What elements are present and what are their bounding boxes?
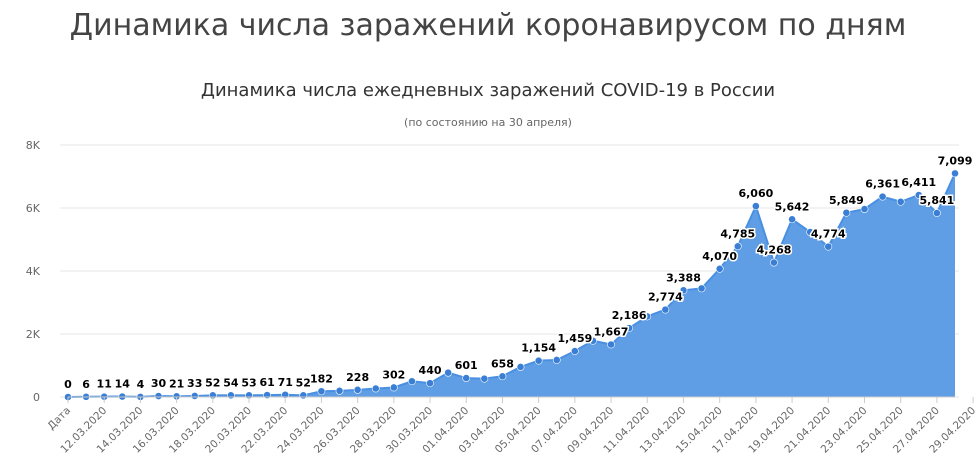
data-point[interactable] — [552, 356, 561, 364]
data-label: 2,774 — [648, 291, 683, 304]
data-label: 21 — [169, 377, 184, 390]
y-tick-label: 2K — [26, 328, 41, 341]
data-point[interactable] — [444, 368, 453, 377]
data-point[interactable] — [190, 392, 199, 400]
data-point[interactable] — [353, 385, 362, 394]
chart-subtitle: (по состоянию на 30 апреля) — [404, 116, 572, 129]
data-point[interactable] — [842, 208, 851, 217]
data-label: 4,774 — [811, 228, 846, 241]
data-label: 5,642 — [775, 200, 810, 213]
data-point[interactable] — [335, 386, 344, 395]
data-label: 3,388 — [666, 271, 701, 284]
data-label: 1,154 — [521, 342, 556, 355]
data-point[interactable] — [806, 228, 815, 236]
data-label: 53 — [241, 376, 256, 389]
data-point[interactable] — [317, 387, 326, 396]
data-point[interactable] — [480, 374, 489, 383]
data-point[interactable] — [715, 264, 724, 273]
data-point[interactable] — [914, 191, 923, 199]
data-label: 61 — [259, 376, 274, 389]
data-label: 7,099 — [938, 154, 973, 167]
data-point[interactable] — [408, 377, 416, 386]
data-point[interactable] — [462, 374, 471, 382]
data-label: 52 — [205, 376, 220, 389]
data-point[interactable] — [733, 242, 742, 251]
data-point[interactable] — [371, 384, 380, 393]
data-label: 302 — [382, 368, 405, 381]
data-point[interactable] — [896, 197, 905, 206]
data-label: 440 — [419, 364, 442, 377]
data-label: 0 — [64, 378, 72, 391]
data-point[interactable] — [697, 284, 706, 293]
data-label: 4,268 — [757, 244, 792, 257]
data-label: 14 — [115, 378, 131, 391]
data-point[interactable] — [426, 379, 434, 388]
data-point[interactable] — [860, 205, 869, 213]
data-label: 2,186 — [612, 309, 647, 322]
data-point[interactable] — [625, 324, 634, 333]
x-tick-label: Дата — [45, 405, 73, 433]
data-point[interactable] — [878, 192, 887, 201]
data-label: 4,070 — [702, 250, 737, 263]
data-point[interactable] — [951, 169, 959, 178]
data-point[interactable] — [770, 258, 778, 267]
data-label: 1,459 — [557, 332, 592, 345]
data-label: 5,841 — [919, 194, 954, 207]
data-label: 1,667 — [594, 325, 629, 338]
data-point[interactable] — [498, 372, 507, 381]
y-tick-label: 0 — [33, 391, 40, 404]
x-axis: Дата12.03.202014.03.202016.03.202018.03.… — [45, 396, 976, 456]
data-point[interactable] — [389, 383, 398, 392]
data-label: 228 — [346, 371, 369, 384]
data-label: 601 — [455, 359, 478, 372]
chart-title: Динамика числа ежедневных заражений COVI… — [200, 80, 776, 101]
data-point[interactable] — [643, 312, 652, 321]
data-label: 658 — [491, 357, 514, 370]
area-fill — [68, 173, 955, 397]
data-label: 71 — [278, 376, 293, 389]
data-point[interactable] — [299, 391, 308, 400]
data-label: 4 — [137, 378, 145, 391]
y-tick-label: 4K — [26, 265, 41, 278]
y-tick-label: 6K — [26, 202, 41, 215]
data-label: 33 — [187, 377, 202, 390]
data-label: 182 — [310, 372, 333, 385]
data-point[interactable] — [824, 242, 833, 251]
data-label: 6,411 — [901, 176, 936, 189]
data-label: 6 — [82, 378, 90, 391]
data-point[interactable] — [589, 336, 597, 345]
data-point[interactable] — [570, 347, 579, 355]
data-point[interactable] — [679, 286, 688, 295]
page-title: Динамика числа заражений коронавирусом п… — [69, 8, 907, 43]
data-point[interactable] — [661, 305, 670, 314]
data-label: 6,361 — [865, 178, 900, 191]
y-axis: 0 2K 4K 6K 8K — [26, 139, 41, 404]
data-label: 52 — [296, 376, 311, 389]
data-point[interactable] — [154, 392, 163, 400]
data-label: 30 — [151, 377, 167, 390]
data-label: 54 — [223, 376, 239, 389]
data-label: 6,060 — [738, 187, 773, 200]
data-point[interactable] — [607, 340, 615, 349]
data-label: 11 — [97, 378, 112, 391]
y-tick-label: 8K — [26, 139, 41, 152]
data-point[interactable] — [932, 209, 941, 217]
data-point[interactable] — [534, 356, 543, 365]
data-label: 5,849 — [829, 194, 864, 207]
data-point[interactable] — [516, 363, 525, 371]
data-point[interactable] — [263, 391, 272, 399]
data-point[interactable] — [751, 202, 760, 211]
data-point[interactable] — [227, 391, 235, 400]
data-label: 4,785 — [720, 227, 755, 240]
data-point[interactable] — [788, 215, 796, 224]
